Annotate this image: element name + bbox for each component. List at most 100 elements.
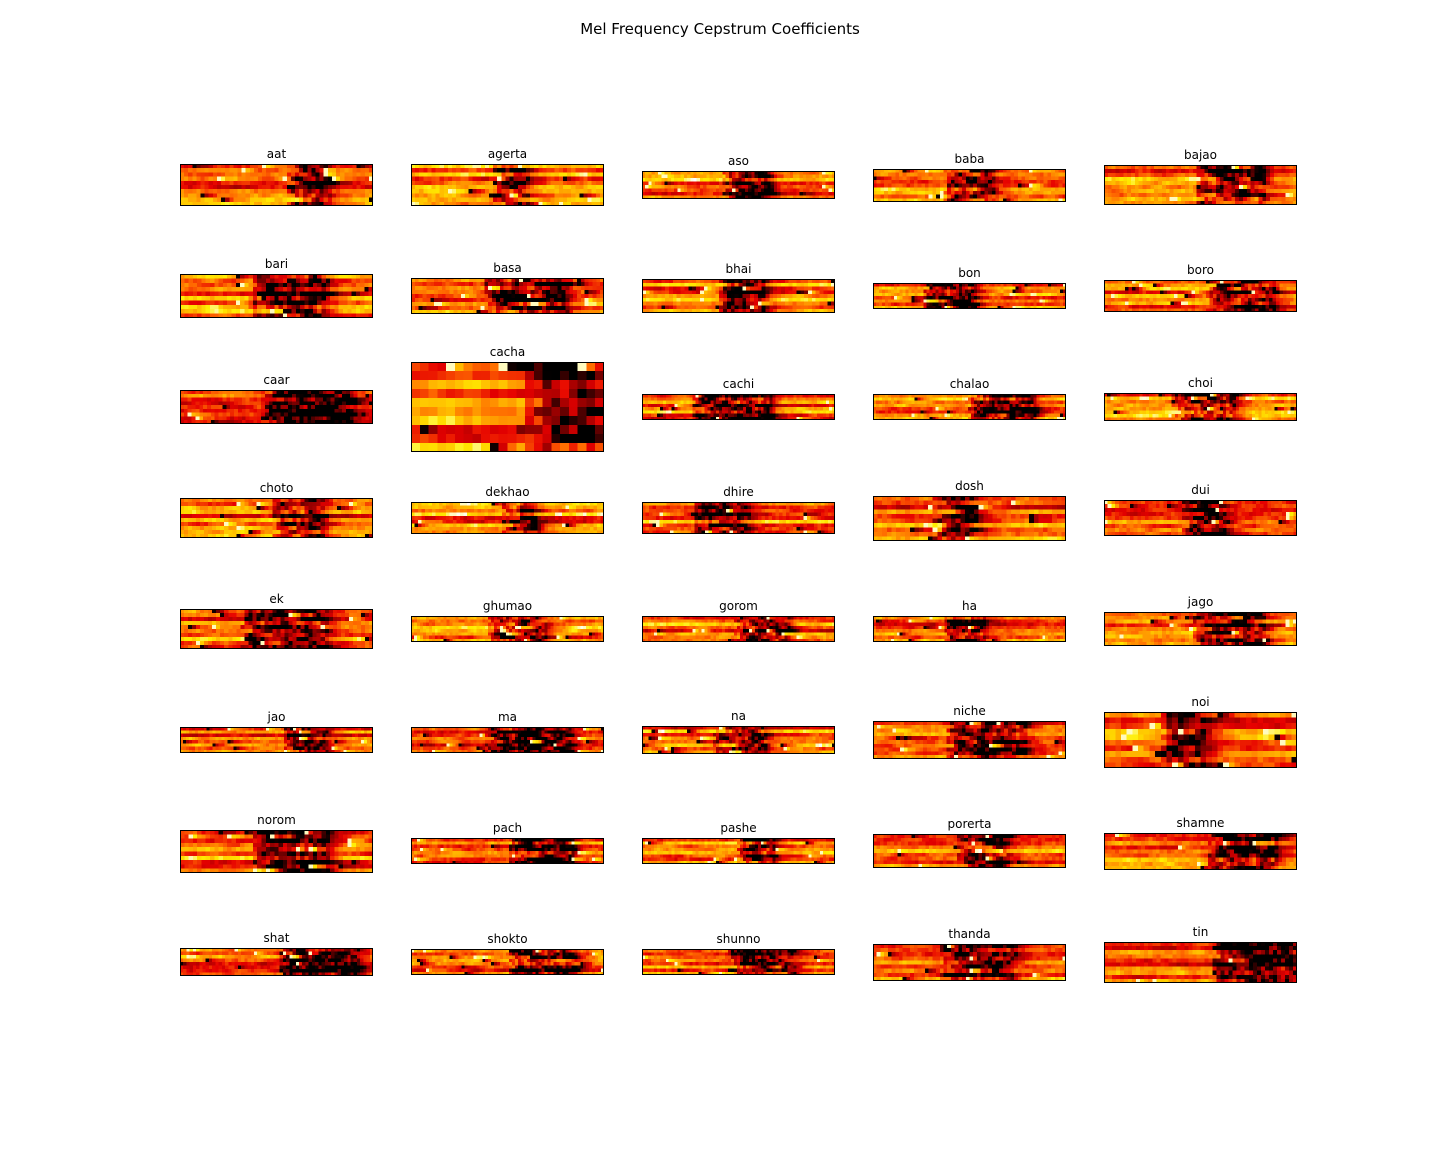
panel-title: gorom: [719, 599, 758, 613]
panel-title: shunno: [716, 932, 761, 946]
heatmap-cells: [180, 164, 373, 206]
mfcc-heatmap: [873, 168, 1066, 202]
heatmap-cells: [1104, 612, 1297, 646]
panel-frame: [642, 616, 835, 642]
panel-frame: [411, 727, 604, 753]
mfcc-heatmap: [1104, 393, 1297, 421]
heatmap-cells: [642, 726, 835, 754]
panel-frame: [1104, 712, 1297, 768]
mfcc-heatmap: [642, 171, 835, 199]
panel-frame: [180, 948, 373, 976]
panel-title: choto: [259, 481, 294, 495]
panel-frame: [1104, 832, 1297, 870]
panel-frame: [642, 394, 835, 420]
heatmap-cells: [180, 829, 373, 873]
panel-frame: [180, 727, 373, 753]
panel-frame: [411, 838, 604, 864]
panel-frame: [642, 838, 835, 864]
heatmap-cells: [1104, 941, 1297, 983]
panel-title: ha: [962, 599, 977, 613]
heatmap-panel-agerta: agerta: [411, 147, 604, 206]
heatmap-panel-gorom: gorom: [642, 599, 835, 642]
mfcc-heatmap: [1104, 712, 1297, 768]
panel-frame: [873, 394, 1066, 420]
mfcc-heatmap: [411, 278, 604, 314]
mfcc-heatmap: [411, 164, 604, 206]
heatmap-panel-bon: bon: [873, 266, 1066, 309]
panel-title: norom: [257, 812, 296, 827]
panel-frame: [411, 949, 604, 975]
heatmap-panel-noi: noi: [1104, 695, 1297, 768]
heatmap-panel-baba: baba: [873, 152, 1066, 202]
heatmap-panel-cachi: cachi: [642, 377, 835, 420]
panel-frame: [642, 171, 835, 199]
mfcc-heatmap: [642, 502, 835, 534]
panel-title: bon: [958, 266, 981, 280]
panel-title: bajao: [1184, 148, 1217, 162]
panel-frame: [1104, 393, 1297, 421]
heatmap-panel-na: na: [642, 709, 835, 754]
panel-frame: [873, 168, 1066, 202]
panel-frame: [180, 498, 373, 538]
panel-frame: [411, 164, 604, 206]
mfcc-heatmap: [180, 727, 373, 753]
panel-title: ma: [497, 710, 518, 724]
heatmap-panel-chalao: chalao: [873, 377, 1066, 420]
heatmap-panel-dhire: dhire: [642, 485, 835, 534]
panel-title: porerta: [947, 817, 992, 831]
heatmap-cells: [1104, 393, 1297, 421]
mfcc-heatmap: [873, 943, 1066, 981]
panel-frame: [180, 609, 373, 649]
heatmap-panel-dosh: dosh: [873, 479, 1066, 541]
heatmap-cells: [642, 502, 835, 534]
heatmap-cells: [411, 949, 604, 975]
mfcc-heatmap: [642, 616, 835, 642]
heatmap-cells: [180, 390, 373, 424]
heatmap-cells: [411, 616, 604, 642]
panel-title: boro: [1187, 263, 1214, 277]
mfcc-heatmap: [873, 283, 1066, 309]
heatmap-panel-jao: jao: [180, 710, 373, 753]
mfcc-heatmap: [1104, 165, 1297, 205]
panel-title: jao: [267, 710, 286, 724]
panel-title: cachi: [722, 377, 755, 391]
mfcc-heatmap: [411, 727, 604, 753]
panel-frame: [1104, 165, 1297, 205]
panel-title: tin: [1192, 924, 1209, 939]
panel-frame: [873, 834, 1066, 868]
mfcc-heatmap: [642, 394, 835, 420]
heatmap-cells: [642, 949, 835, 975]
panel-title: bhai: [725, 262, 752, 276]
heatmap-cells: [873, 943, 1066, 981]
heatmap-cells: [411, 727, 604, 753]
heatmap-cells: [642, 171, 835, 199]
heatmap-panel-jago: jago: [1104, 595, 1297, 646]
heatmap-panel-niche: niche: [873, 704, 1066, 759]
panel-frame: [1104, 280, 1297, 312]
panel-frame: [873, 283, 1066, 309]
panel-title: pach: [492, 821, 523, 835]
mfcc-heatmap: [1104, 941, 1297, 983]
panel-title: caar: [263, 373, 290, 387]
panel-title: niche: [953, 704, 986, 718]
heatmap-panel-basa: basa: [411, 261, 604, 314]
panel-title: ghumao: [482, 599, 533, 613]
mfcc-heatmap: [642, 949, 835, 975]
panel-title: dhire: [723, 485, 754, 499]
mfcc-heatmap: [180, 829, 373, 873]
heatmap-cells: [411, 838, 604, 864]
heatmap-cells: [873, 168, 1066, 202]
panel-title: aat: [266, 147, 287, 161]
heatmap-panel-shamne: shamne: [1104, 816, 1297, 870]
panel-title: choi: [1188, 376, 1213, 390]
panel-frame: [642, 726, 835, 754]
heatmap-panel-dekhao: dekhao: [411, 485, 604, 534]
mfcc-heatmap: [873, 721, 1066, 759]
heatmap-cells: [1104, 832, 1297, 870]
heatmap-cells: [1104, 500, 1297, 536]
panel-title: chalao: [949, 377, 990, 391]
heatmap-panel-shokto: shokto: [411, 932, 604, 975]
heatmap-cells: [411, 164, 604, 206]
panel-frame: [873, 721, 1066, 759]
heatmap-cells: [180, 948, 373, 976]
